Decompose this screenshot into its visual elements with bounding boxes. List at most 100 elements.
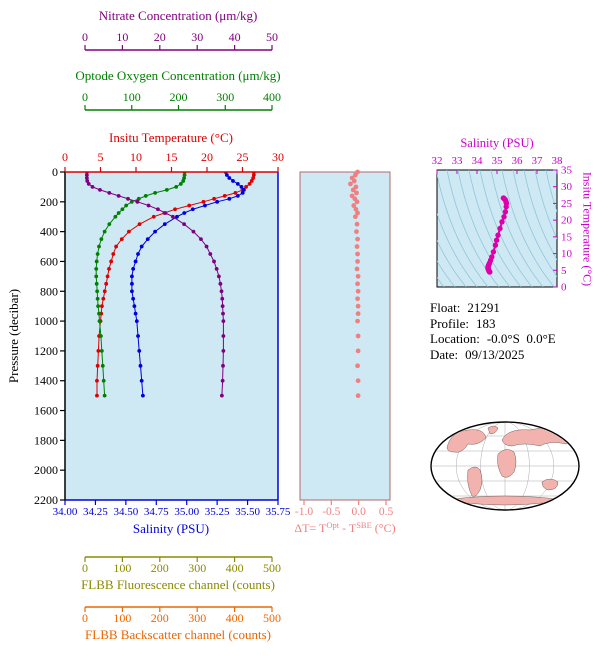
delta-t-point [352, 214, 358, 220]
ts-salinity-axis-title: Salinity (PSU) [460, 136, 534, 150]
fluorescence-axis-title: FLBB Fluorescence channel (counts) [81, 577, 275, 592]
delta-t-point [355, 273, 361, 279]
delta-t-plot-area [299, 171, 391, 501]
oxygen-tick-label: 400 [263, 90, 281, 104]
location-line: Location: -0.0°S 0.0°E [430, 331, 556, 347]
density-contour [446, 170, 500, 287]
fluorescence-tick-label: 200 [151, 561, 169, 575]
salinity-tick-label: 35.75 [266, 506, 291, 518]
delta-t-tick-label: 0.5 [379, 506, 394, 518]
delta-t-title-suffix: (°C) [371, 521, 396, 535]
salinity-tick-label: 34.25 [83, 506, 108, 518]
ts-salinity-tick-label: 35 [492, 155, 504, 167]
pressure-tick-label: 1600 [34, 404, 58, 418]
delta-t-point [354, 244, 360, 249]
ts-temperature-tick-label: 5 [561, 265, 567, 277]
delta-t-point [355, 251, 360, 257]
location-label: Location: [430, 331, 480, 346]
float-label: Float: [430, 300, 461, 315]
float-value: 21291 [467, 300, 500, 315]
pressure-tick-label: 400 [40, 225, 58, 239]
ts-temperature-tick-label: 10 [561, 248, 573, 260]
temperature-tick-label: 15 [166, 150, 178, 164]
nitrate-tick-label: 30 [191, 30, 203, 44]
profile-value: 183 [476, 315, 496, 331]
ts-salinity-tick-label: 34 [472, 155, 484, 167]
delta-t-point [355, 318, 360, 324]
ts-plot-area [436, 169, 558, 288]
map-landmass [467, 466, 483, 497]
delta-t-point [355, 288, 361, 294]
temperature-tick-label: 0 [62, 150, 68, 164]
delta-t-title-prefix: ΔT= T [294, 521, 327, 535]
density-contour [437, 260, 456, 287]
nitrate-tick-label: 0 [82, 30, 88, 44]
fluorescence-tick-label: 400 [226, 561, 244, 575]
backscatter-tick-label: 500 [263, 611, 281, 625]
density-contour [501, 170, 555, 287]
ts-salinity-tick-label: 32 [432, 155, 443, 167]
temperature-tick-label: 30 [272, 150, 284, 164]
profile-label: Profile: [430, 315, 469, 331]
nitrate-tick-label: 50 [266, 30, 278, 44]
ts-temperature-tick-label: 20 [561, 215, 573, 227]
pressure-tick-label: 0 [52, 165, 58, 179]
ts-temperature-tick-label: 0 [561, 282, 567, 294]
oxygen-tick-label: 100 [123, 90, 141, 104]
delta-t-point [354, 229, 359, 235]
pressure-tick-label: 600 [40, 254, 58, 268]
pressure-tick-label: 1400 [34, 374, 58, 388]
delta-t-point [353, 206, 359, 212]
ts-salinity-tick-label: 33 [452, 155, 464, 167]
pressure-tick-label: 1000 [34, 314, 58, 328]
delta-t-point [354, 266, 360, 272]
temperature-tick-label: 10 [130, 150, 142, 164]
delta-t-tick-label: -1.0 [295, 506, 313, 518]
density-contour [512, 170, 557, 278]
salinity-tick-label: 35.00 [174, 506, 199, 518]
pressure-tick-label: 1800 [34, 433, 58, 447]
oxygen-tick-label: 0 [82, 90, 88, 104]
density-contour [468, 170, 522, 287]
oxygen-tick-label: 200 [170, 90, 188, 104]
oxygen-axis-title: Optode Oxygen Concentration (μm/kg) [75, 68, 281, 83]
delta-t-point [351, 203, 357, 208]
delta-t-point [350, 187, 356, 193]
density-contour [534, 170, 557, 240]
map-landmass [497, 449, 517, 478]
delta-t-point [355, 363, 360, 369]
delta-t-point [355, 393, 361, 399]
ts-temperature-tick-label: 15 [561, 231, 573, 243]
salinity-tick-label: 34.00 [53, 506, 78, 518]
delta-t-title-sup-sbe: SBE [356, 520, 372, 530]
salinity-tick-label: 35.25 [205, 506, 230, 518]
nitrate-tick-label: 40 [229, 30, 241, 44]
delta-t-point [355, 378, 361, 384]
delta-t-point [355, 259, 360, 264]
delta-t-point [348, 181, 353, 187]
fluorescence-tick-label: 300 [188, 561, 206, 575]
map-landmass [541, 478, 559, 491]
float-id-line: Float: 21291 [430, 300, 556, 316]
temperature-axis-title: Insitu Temperature (°C) [109, 130, 233, 145]
delta-t-point [355, 281, 360, 287]
delta-t-point [355, 348, 361, 354]
delta-t-tick-label: 0.0 [351, 506, 366, 518]
ts-curve [485, 195, 510, 275]
density-contour [490, 170, 544, 287]
delta-t-point [354, 199, 360, 205]
density-contour [437, 239, 467, 287]
fluorescence-tick-label: 500 [263, 561, 281, 575]
ts-salinity-tick-label: 37 [532, 155, 544, 167]
salinity-tick-label: 35.50 [235, 506, 260, 518]
delta-t-point [351, 178, 357, 184]
density-contour [545, 170, 557, 213]
delta-t-axis-title: ΔT= TOpt - TSBE (°C) [294, 520, 396, 536]
delta-t-point [352, 172, 358, 178]
salinity-tick-label: 34.50 [113, 506, 138, 518]
profile-series-2 [94, 172, 187, 398]
ts-temperature-tick-label: 35 [561, 165, 573, 177]
pressure-tick-label: 800 [40, 284, 58, 298]
ts-temperature-tick-label: 30 [561, 181, 573, 193]
